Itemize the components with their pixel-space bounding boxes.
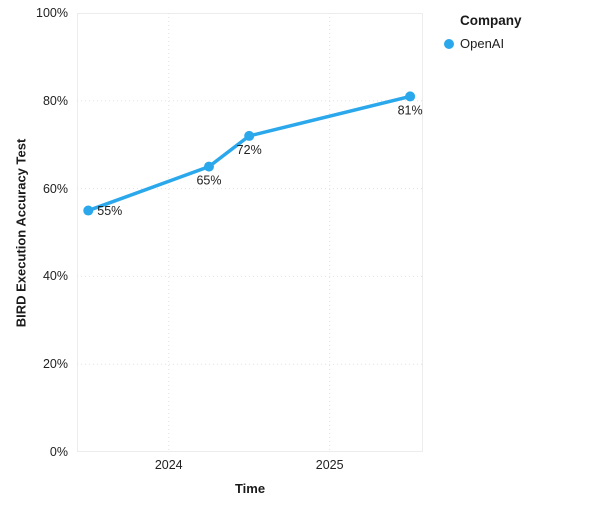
- y-tick-label: 80%: [42, 93, 68, 108]
- plot-area: 55% 65% 72% 81%: [77, 13, 423, 452]
- data-point-marker: [83, 205, 94, 216]
- y-tick-label: 100%: [36, 6, 68, 20]
- series-line-openai: [86, 94, 412, 213]
- legend-item-openai[interactable]: OpenAI: [444, 36, 522, 52]
- data-point-label: 81%: [398, 103, 423, 117]
- data-point-label: 65%: [196, 174, 221, 188]
- legend: Company OpenAI: [444, 12, 522, 52]
- data-point-label: 72%: [237, 143, 262, 157]
- x-tick-label: 2024: [154, 458, 183, 472]
- x-tick-label: 2025: [315, 458, 344, 472]
- y-tick-label: 0%: [49, 445, 68, 459]
- series-color-dot-icon: [444, 39, 454, 49]
- legend-title: Company: [460, 13, 522, 28]
- y-axis-title: BIRD Execution Accuracy Test: [13, 138, 29, 328]
- legend-item-label: OpenAI: [460, 36, 505, 51]
- data-point-marker: [405, 91, 416, 102]
- plot-border: [77, 13, 423, 452]
- y-tick-label: 20%: [42, 357, 68, 372]
- x-axis-title: Time: [234, 481, 266, 496]
- data-point-label: 55%: [97, 204, 122, 218]
- y-tick-label: 60%: [42, 181, 68, 196]
- data-point-marker: [244, 130, 255, 141]
- chart-canvas: 55% 65% 72% 81%: [77, 13, 423, 452]
- data-point-marker: [203, 161, 214, 172]
- y-tick-label: 40%: [42, 269, 68, 284]
